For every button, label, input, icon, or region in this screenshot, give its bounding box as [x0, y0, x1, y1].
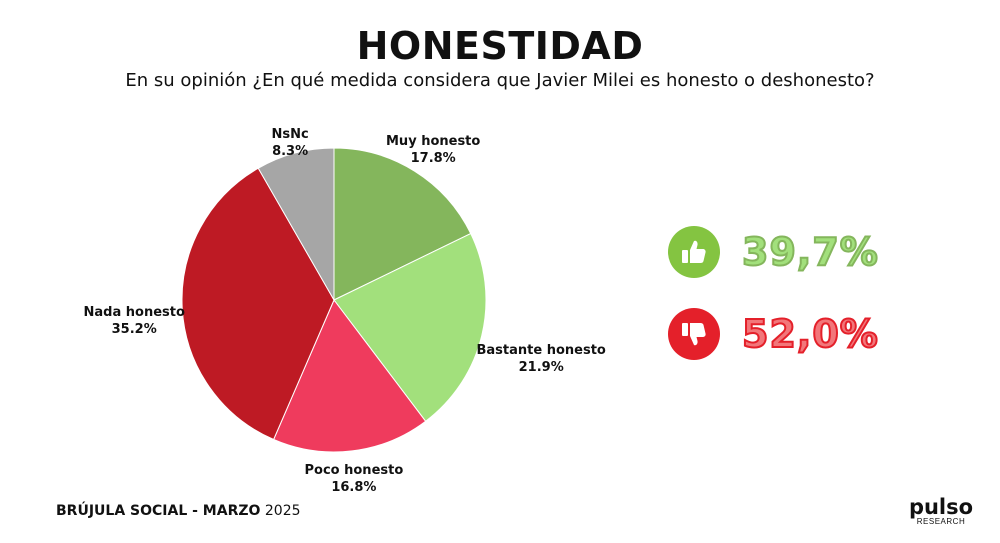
- pie-slice-bastante-honesto: [333, 232, 487, 422]
- thumbs-up-icon: [668, 226, 720, 278]
- slice-label: Nada honesto 35.2%: [84, 304, 185, 338]
- pie-slice-poco-honesto: [272, 299, 427, 453]
- pie-slice-nsnc: [257, 147, 335, 302]
- positive-summary: 39,7%: [668, 226, 879, 278]
- footer-brand: BRÚJULA SOCIAL - MARZO: [56, 503, 261, 519]
- slice-label: Muy honesto 17.8%: [386, 133, 480, 167]
- positive-percentage: 39,7%: [741, 229, 879, 275]
- footer-year: 2025: [264, 503, 301, 519]
- pie-slice-nada-honesto: [181, 167, 335, 441]
- slice-label-name: NsNc: [271, 127, 309, 142]
- slice-label-name: Bastante honesto: [476, 343, 606, 358]
- logo-name: pulso: [908, 495, 974, 519]
- negative-percentage: 52,0%: [741, 311, 879, 357]
- chart-subtitle: En su opinión ¿En qué medida considera q…: [125, 70, 875, 91]
- pie-slice-muy-honesto: [333, 147, 472, 301]
- chart-title: HONESTIDAD: [356, 24, 644, 68]
- slice-label-name: Muy honesto: [386, 134, 481, 149]
- logo-subtitle: RESEARCH: [916, 517, 966, 526]
- slice-label-value: 16.8%: [331, 480, 377, 495]
- negative-summary: 52,0%: [668, 308, 879, 360]
- slice-label-value: 8.3%: [272, 144, 309, 159]
- slice-label-name: Poco honesto: [304, 463, 404, 478]
- slice-label-value: 35.2%: [111, 322, 157, 337]
- slice-label-name: Nada honesto: [83, 305, 185, 320]
- slice-label-value: 21.9%: [518, 360, 564, 375]
- thumbs-down-icon: [668, 308, 720, 360]
- footer: BRÚJULA SOCIAL - MARZO 2025: [56, 503, 301, 519]
- pulso-logo: pulso RESEARCH: [905, 497, 977, 527]
- slice-label: Poco honesto 16.8%: [305, 462, 404, 496]
- slice-label: NsNc 8.3%: [272, 126, 309, 160]
- slice-label: Bastante honesto 21.9%: [477, 342, 606, 376]
- slice-label-value: 17.8%: [410, 151, 456, 166]
